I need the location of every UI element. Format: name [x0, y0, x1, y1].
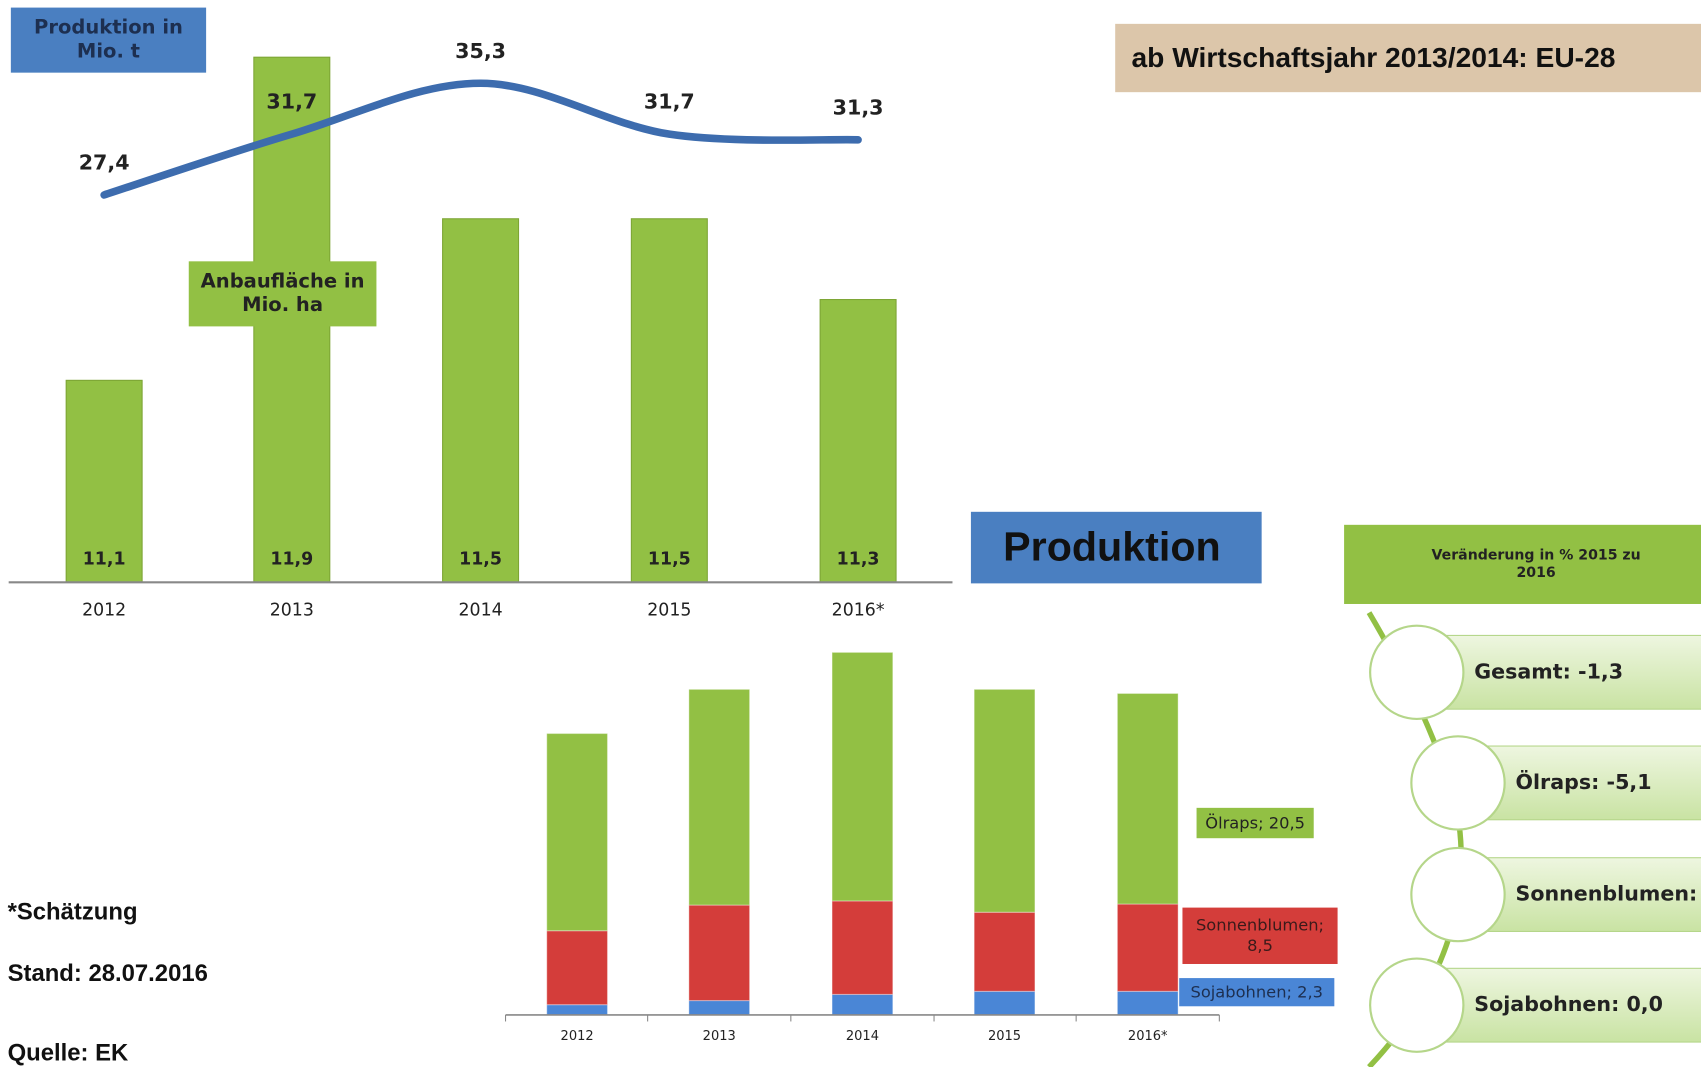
x-tick-label: 2015: [988, 1029, 1021, 1044]
data-label-box: [1196, 807, 1314, 839]
panel-title: Veränderung in % 2015 zu 2016: [1431, 547, 1641, 582]
bar: [65, 379, 143, 583]
bar-value-label: 11,3: [837, 550, 880, 570]
x-tick-label: 2015: [647, 600, 691, 620]
bar: [442, 218, 520, 583]
data-label: Sojabohnen; 2,3: [1190, 982, 1324, 1002]
panel-item-label: Sonnenblumen: 9: [1515, 882, 1701, 906]
bar-segment: [973, 911, 1036, 992]
data-label-box: [1182, 907, 1338, 964]
x-tick-label: 2013: [703, 1029, 736, 1044]
bar-value-label: 11,9: [270, 550, 313, 570]
panel-item-label: Ölraps: -5,1: [1515, 769, 1651, 794]
bar-segment: [831, 900, 894, 995]
bar-value-label: 11,5: [459, 550, 502, 570]
bar: [819, 299, 897, 583]
note-box: [1115, 23, 1701, 93]
data-label-box: Ölraps; 20,5: [1205, 812, 1305, 833]
panel-item-label: Sojabohnen: 0,0: [1474, 992, 1663, 1016]
bar-value-label: 11,1: [83, 550, 126, 570]
bar-segment: [831, 651, 894, 902]
line-value-label: 27,4: [79, 150, 130, 174]
data-label-box: [1179, 978, 1335, 1007]
footnote: Quelle: EK: [8, 1039, 129, 1066]
bar-segment: [546, 732, 609, 932]
line: [100, 79, 862, 199]
x-tick-label: 2014: [846, 1029, 879, 1044]
bar-segment: [688, 688, 751, 906]
legend-label-box: Produktion in Mio. t: [34, 15, 183, 63]
bar-segment: [973, 688, 1036, 913]
bar-segment: [973, 990, 1036, 1016]
panel-header: [1344, 524, 1701, 604]
line-value-label: 35,3: [455, 39, 506, 63]
bar: [630, 218, 708, 583]
line-value-label: 31,7: [266, 90, 317, 114]
bar-segment: [546, 930, 609, 1006]
bar-segment: [546, 1004, 609, 1016]
legend-label: Anbaufläche in Mio. ha: [200, 269, 365, 317]
x-tick-label: 2013: [270, 600, 314, 620]
legend-label: Produktion in Mio. t: [34, 15, 183, 63]
bar-segment: [1116, 903, 1179, 992]
x-tick-label: 2012: [82, 600, 126, 620]
legend-label-box: Anbaufläche in Mio. ha: [200, 269, 365, 317]
line-value-label: 31,7: [644, 90, 695, 114]
chart-title: Produktion: [1003, 524, 1221, 570]
bar-segment: [688, 1000, 751, 1016]
panel-circle: [1410, 846, 1506, 943]
legend-box: [188, 261, 377, 327]
data-label: Ölraps; 20,5: [1205, 812, 1305, 833]
data-label-box: Sonnenblumen; 8,5: [1195, 915, 1325, 956]
line-value-label: 31,3: [833, 95, 884, 119]
x-tick-label: 2014: [459, 600, 503, 620]
data-label: Sonnenblumen; 8,5: [1195, 915, 1325, 956]
x-tick-label: 2016*: [1128, 1029, 1168, 1044]
panel-circle: [1410, 735, 1506, 831]
x-tick-label: 2012: [561, 1029, 594, 1044]
panel-circle: [1369, 957, 1465, 1053]
bar-segment: [831, 993, 894, 1016]
data-label-box: Sojabohnen; 2,3: [1190, 982, 1324, 1002]
footnote: Stand: 28.07.2016: [8, 960, 208, 987]
bar-segment: [1116, 990, 1179, 1016]
panel-item-label: Gesamt: -1,3: [1474, 659, 1623, 683]
panel-title-box: Veränderung in % 2015 zu 2016: [1431, 547, 1641, 582]
bar-value-label: 11,5: [648, 550, 691, 570]
x-tick-label: 2016*: [832, 600, 885, 620]
chart-title-box: [970, 511, 1262, 584]
legend-box: [10, 7, 207, 73]
bar-segment: [1116, 692, 1179, 905]
bar-segment: [688, 904, 751, 1002]
footnote: *Schätzung: [8, 898, 138, 925]
panel-circle: [1369, 624, 1465, 721]
note: ab Wirtschaftsjahr 2013/2014: EU-28: [1131, 41, 1615, 73]
